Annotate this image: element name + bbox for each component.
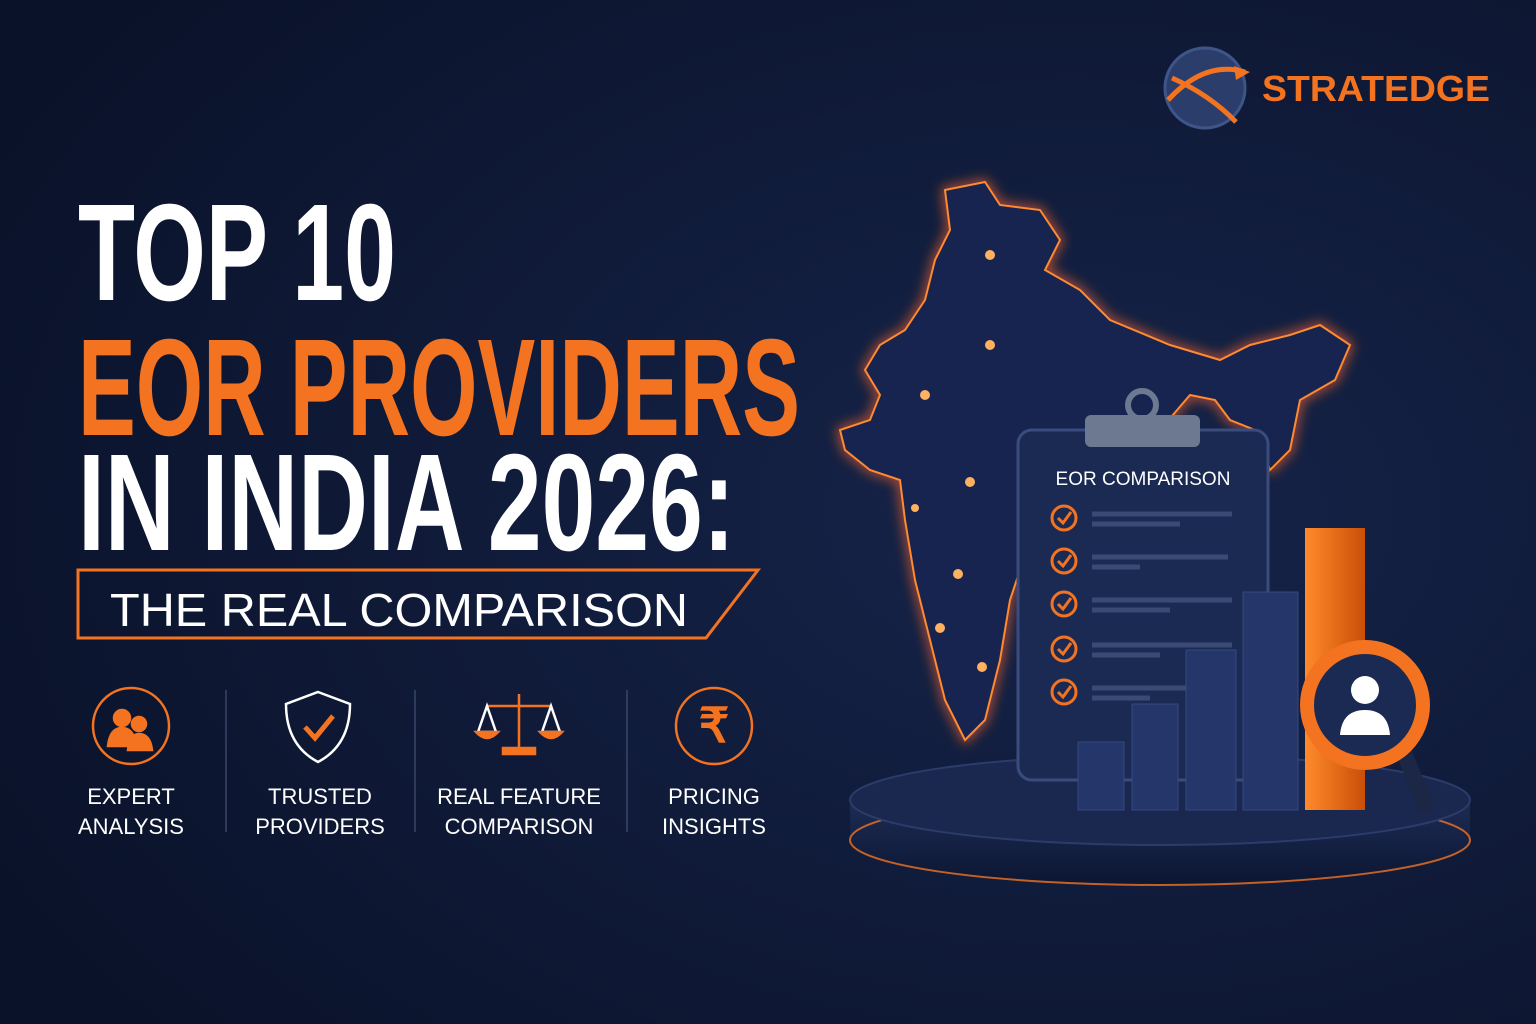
subheadline-frame: [76, 568, 762, 640]
feature-icon: ₹: [699, 700, 730, 753]
features: [91, 686, 754, 766]
feature-label: EXPERT: [87, 784, 175, 809]
subheadline: THE REAL COMPARISON: [110, 584, 688, 636]
feature-label: REAL FEATURE: [437, 784, 601, 809]
headline: IN INDIA 2026:: [78, 426, 735, 580]
headline: TOP 10: [78, 176, 396, 330]
dividers: [225, 690, 628, 832]
brand-name: STRATEDGE: [1262, 68, 1490, 109]
feature-label: INSIGHTS: [662, 814, 766, 839]
logo: STRATEDGE: [1163, 46, 1490, 130]
headline: EOR PROVIDERS: [78, 311, 800, 465]
feature-label: TRUSTED: [268, 784, 372, 809]
feature-label: ANALYSIS: [78, 814, 184, 839]
feature-label: PROVIDERS: [255, 814, 385, 839]
magnifier: [1300, 640, 1433, 813]
feature-label: PRICING: [668, 784, 760, 809]
feature-label: COMPARISON: [445, 814, 594, 839]
clipboard-title: EOR COMPARISON: [1056, 469, 1231, 490]
